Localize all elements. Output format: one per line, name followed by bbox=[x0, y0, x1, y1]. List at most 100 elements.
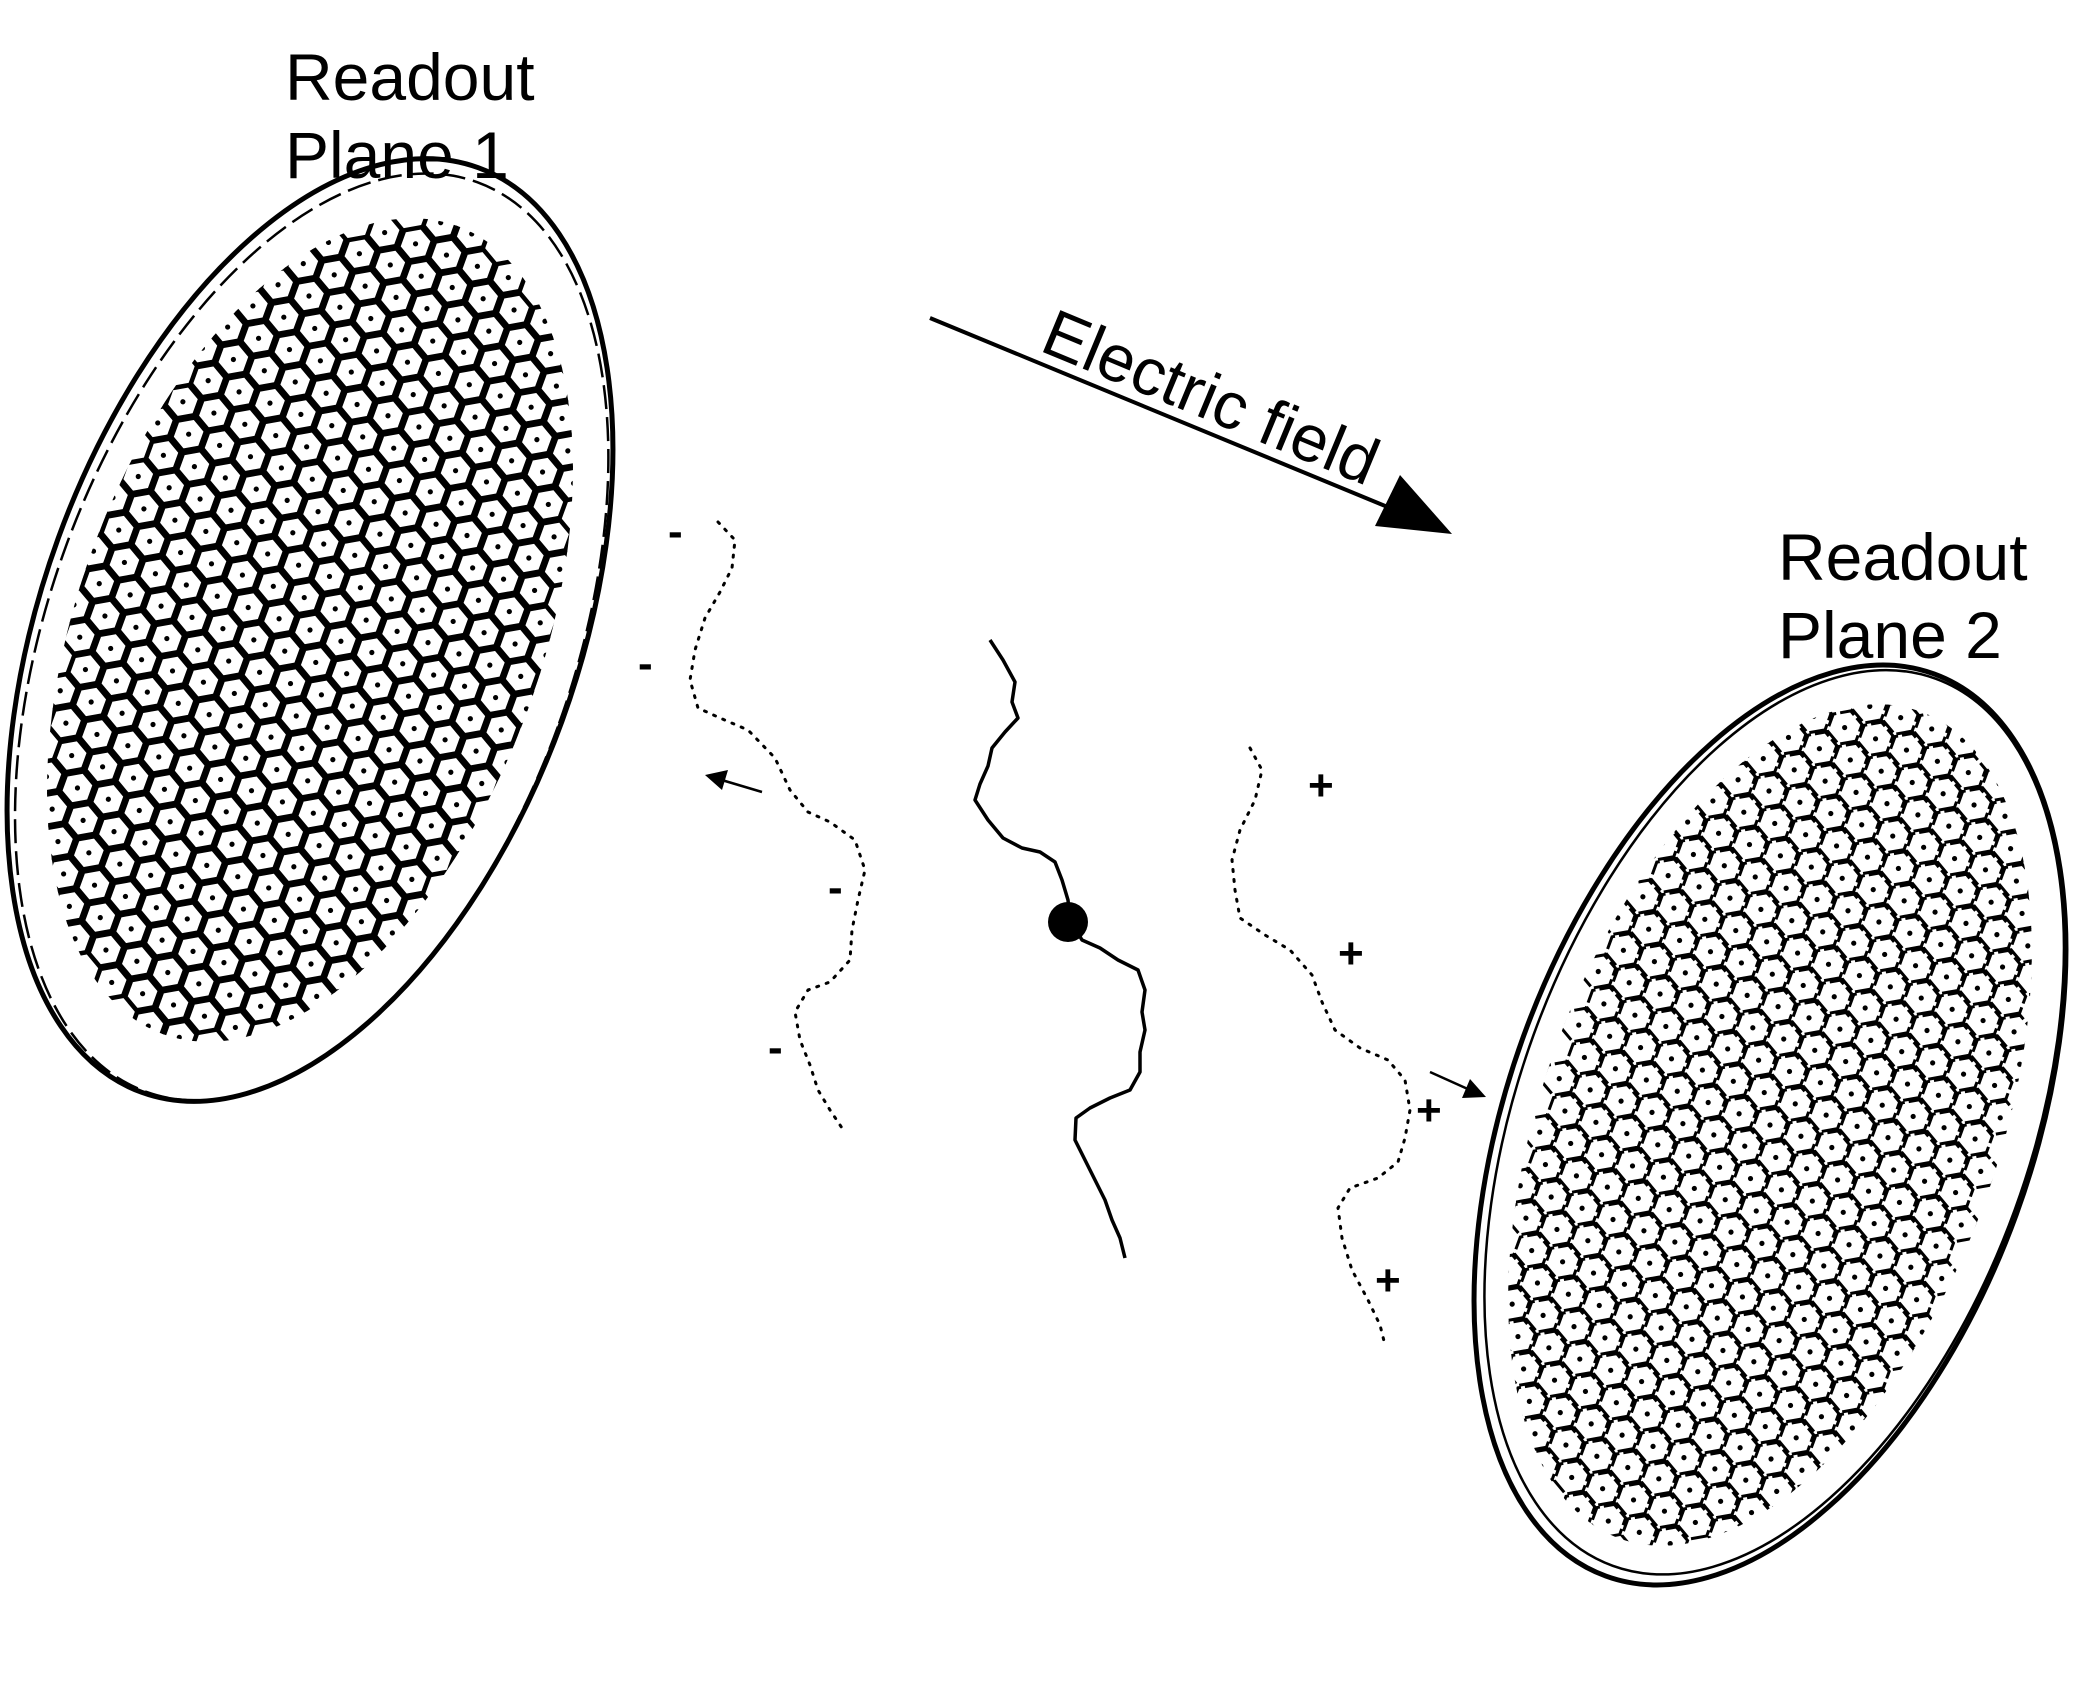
plane-1-hex-pad bbox=[329, 503, 369, 542]
plane-2-label-line-1: Readout bbox=[1778, 520, 2028, 594]
plane-2-pad-center-dot bbox=[1971, 802, 1977, 808]
plane-1-hex-pad bbox=[80, 898, 121, 937]
plane-2-hex-pad bbox=[1828, 892, 1868, 930]
plane-2-pad-center-dot bbox=[1657, 991, 1663, 997]
plane-2-pad-center-dot bbox=[1865, 1188, 1872, 1194]
plane-1-hex-pad bbox=[432, 268, 473, 307]
plane-2-pad-center-dot bbox=[1902, 1232, 1908, 1238]
plane-1-hex-pad bbox=[216, 523, 257, 562]
plane-1-pad-center-dot bbox=[291, 864, 297, 870]
plane-1-pad-center-dot bbox=[184, 916, 190, 922]
plane-1-hex-pad bbox=[94, 812, 134, 851]
plane-2-hex-pad bbox=[1789, 999, 1829, 1037]
plane-1-pad-center-dot bbox=[156, 754, 162, 760]
plane-1-hex-pad bbox=[337, 385, 378, 424]
negative-charge-3: - bbox=[828, 863, 843, 912]
plane-2-hex-pad bbox=[1847, 1323, 1886, 1361]
plane-2-outer-rim bbox=[1471, 662, 2069, 1588]
plane-1-hex-pad bbox=[234, 954, 275, 993]
plane-2-pad-center-dot bbox=[1658, 1325, 1664, 1331]
plane-2-hex-pad bbox=[1785, 1301, 1824, 1338]
plane-1-hex-pad bbox=[357, 665, 398, 705]
plane-1-pad-center-dot bbox=[308, 961, 314, 967]
plane-2-pad-center-dot bbox=[1837, 1026, 1843, 1032]
plane-1-pad-center-dot bbox=[321, 541, 327, 547]
plane-1-pad-center-dot bbox=[366, 800, 373, 806]
plane-1-hex-pad bbox=[102, 694, 143, 733]
plane-1-hex-pad bbox=[267, 481, 308, 520]
plane-2-pad-center-dot bbox=[1870, 887, 1876, 893]
plane-2-pad-center-dot bbox=[1941, 1125, 1947, 1131]
plane-2-hex-pad bbox=[1821, 1344, 1861, 1382]
plane-1-hex-pad bbox=[261, 448, 302, 488]
plane-1-hex-pad bbox=[217, 857, 258, 896]
negative-charge-1: - bbox=[668, 507, 683, 556]
plane-1-hex-pad bbox=[82, 747, 123, 786]
plane-1-hex-pad bbox=[88, 780, 129, 819]
plane-1-hex-pad bbox=[286, 427, 327, 466]
plane-1-hex-pad bbox=[142, 921, 183, 960]
plane-2-pad-center-dot bbox=[1782, 1370, 1788, 1376]
plane-1-pad-center-dot bbox=[413, 575, 420, 581]
plane-1-pad-center-dot bbox=[309, 476, 315, 482]
plane-1-hex-pad bbox=[174, 447, 215, 486]
plane-1-hex-pad bbox=[294, 309, 335, 348]
plane-2-pad-center-dot bbox=[1842, 724, 1848, 731]
plane-2-pad-center-dot bbox=[1891, 1167, 1897, 1173]
plane-1-pad-center-dot bbox=[268, 734, 274, 740]
plane-1-pad-center-dot bbox=[190, 948, 196, 954]
plane-2-hex-pad bbox=[1896, 947, 1935, 984]
plane-2-pad-center-dot bbox=[1862, 1005, 1868, 1011]
plane-1-pad-center-dot bbox=[543, 652, 549, 658]
plane-2-pad-center-dot bbox=[1762, 1423, 1768, 1430]
plane-1-hex-pad bbox=[192, 878, 233, 917]
plane-2-pad-center-dot bbox=[1747, 1175, 1754, 1182]
plane-1-pad-center-dot bbox=[127, 592, 133, 598]
plane-1-pad-center-dot bbox=[313, 659, 319, 666]
plane-2-pad-center-dot bbox=[1804, 1166, 1810, 1172]
plane-1-pad-center-dot bbox=[108, 645, 114, 652]
plane-2-hex-pad bbox=[1719, 1095, 1759, 1133]
plane-1-hex-pad bbox=[421, 537, 462, 576]
plane-1-pad-center-dot bbox=[334, 455, 341, 461]
plane-1-hex-pad bbox=[468, 312, 509, 351]
plane-1-pad-center-dot bbox=[102, 613, 108, 619]
plane-1-hex-pad bbox=[295, 643, 336, 682]
plane-1-hex-pad bbox=[441, 483, 482, 523]
plane-2-pad-center-dot bbox=[1542, 1161, 1549, 1168]
plane-1-pad-center-dot bbox=[338, 638, 344, 644]
plane-1-hex-pad bbox=[325, 320, 366, 359]
plane-2-hex-pad bbox=[1535, 1361, 1574, 1399]
plane-2-pad-center-dot bbox=[1921, 844, 1927, 850]
plane-2-hex-pad bbox=[1644, 1158, 1683, 1196]
plane-2-hex-pad bbox=[1872, 1302, 1911, 1340]
plane-2-hex-pad bbox=[1972, 883, 2011, 921]
plane-2-pad-center-dot bbox=[1792, 1101, 1798, 1107]
plane-2-pad-center-dot bbox=[1696, 884, 1702, 890]
plane-2-hex-pad bbox=[1709, 1364, 1748, 1402]
plane-2-hex-pad bbox=[1816, 1312, 1855, 1349]
plane-1-hex-pad bbox=[143, 436, 184, 475]
plane-2-pad-center-dot bbox=[1777, 853, 1783, 859]
plane-2-hex-pad bbox=[1746, 1408, 1785, 1445]
plane-2-hex-pad bbox=[1653, 1374, 1692, 1412]
plane-1-hex-pad bbox=[475, 678, 516, 717]
plane-1-pad-center-dot bbox=[270, 583, 276, 589]
plane-2-pad-center-dot bbox=[1972, 1136, 1978, 1142]
plane-2-pad-center-dot bbox=[1743, 1477, 1749, 1483]
plane-1-hex-pad bbox=[111, 909, 152, 948]
plane-1-hex-pad bbox=[289, 276, 329, 316]
plane-1-pad-center-dot bbox=[455, 317, 461, 323]
plane-2-hex-pad bbox=[1642, 1309, 1681, 1347]
plane-1-pad-center-dot bbox=[416, 424, 422, 430]
plane-1-pad-center-dot bbox=[369, 649, 375, 656]
plane-1-pad-center-dot bbox=[354, 401, 360, 408]
plane-2-hex-pad bbox=[1924, 1109, 1964, 1146]
plane-1-pad-center-dot bbox=[430, 338, 436, 344]
plane-1-hex-pad bbox=[374, 763, 415, 802]
plane-2-hex-pad bbox=[1811, 795, 1850, 832]
plane-1-hex-pad bbox=[298, 492, 339, 531]
plane-1-hex-pad bbox=[84, 596, 125, 636]
plane-2-hex-pad bbox=[1711, 1213, 1751, 1251]
plane-1-hex-pad bbox=[457, 247, 498, 286]
